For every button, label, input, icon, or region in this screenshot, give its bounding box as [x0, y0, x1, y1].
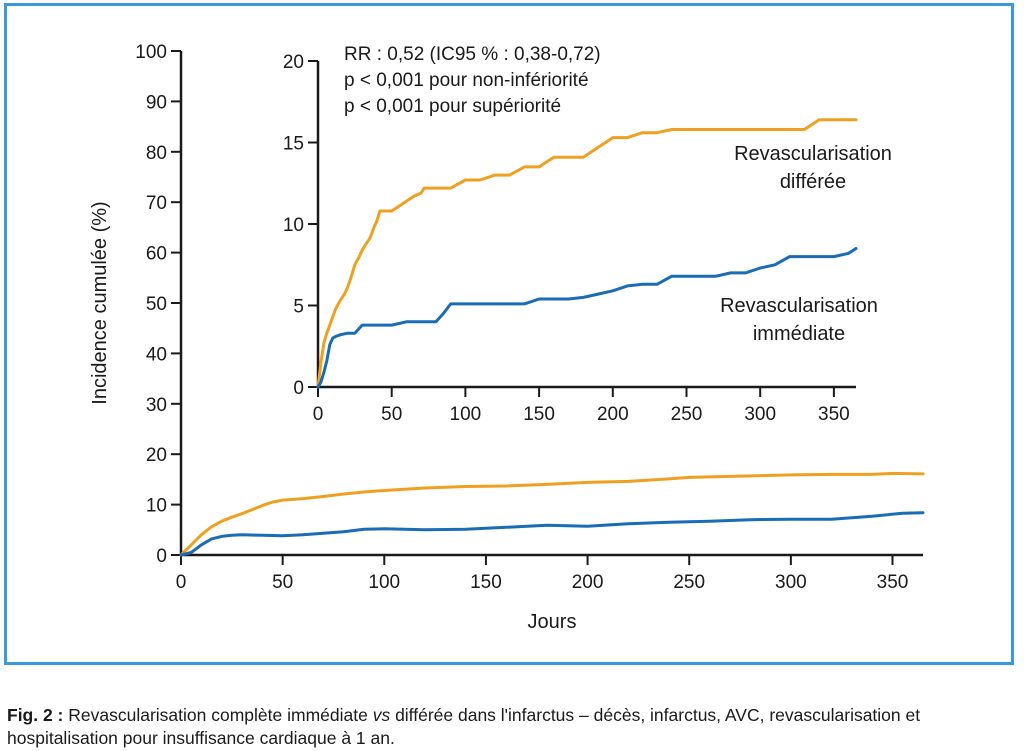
- caption-text-before: Revascularisation complète immédiate: [63, 705, 373, 725]
- caption-label: Fig. 2 :: [7, 705, 64, 725]
- main-y-tick-label: 20: [146, 445, 167, 466]
- main-y-tick-label: 60: [146, 244, 167, 265]
- main-y-tick-label: 0: [156, 546, 167, 567]
- inset-y-tick-label: 0: [293, 378, 304, 399]
- main-y-tick-label: 100: [135, 42, 167, 63]
- inset-x-tick-label: 100: [450, 404, 482, 425]
- main-y-tick-label: 40: [146, 344, 167, 365]
- inset-x-tick-label: 150: [523, 404, 555, 425]
- main-y-tick-label: 80: [146, 143, 167, 164]
- main-y-tick-label: 50: [146, 294, 167, 315]
- inset-x-tick-label: 300: [744, 404, 776, 425]
- inset-annotation: p < 0,001 pour supériorité: [344, 96, 561, 117]
- inset-annotation: RR : 0,52 (IC95 % : 0,38-0,72): [344, 44, 601, 65]
- inset-series-line-1: [316, 247, 858, 389]
- main-x-tick-label: 50: [272, 572, 293, 593]
- caption-text-after: différée dans l'infarctus – décès, infar…: [7, 705, 921, 748]
- inset-y-tick-label: 15: [283, 134, 304, 155]
- inset-series-label: Revascularisation: [720, 295, 878, 317]
- main-x-tick-label: 150: [470, 572, 502, 593]
- inset-y-tick-label: 5: [293, 297, 304, 318]
- main-x-tick-label: 300: [775, 572, 807, 593]
- inset-x-tick-label: 200: [597, 404, 629, 425]
- inset-series-label: Revascularisation: [734, 143, 892, 165]
- inset-series-label: immédiate: [753, 323, 845, 345]
- inset-series-label: différée: [780, 171, 846, 193]
- main-series-line-0: [179, 471, 925, 557]
- main-y-tick-label: 10: [146, 496, 167, 517]
- main-y-tick-label: 30: [146, 395, 167, 416]
- main-x-tick-label: 350: [877, 572, 909, 593]
- inset-series-line-0: [316, 118, 858, 389]
- main-y-tick-label: 90: [146, 92, 167, 113]
- figure-caption: Fig. 2 : Revascularisation complète immé…: [7, 704, 1017, 750]
- main-x-tick-label: 200: [572, 572, 604, 593]
- inset-y-tick-label: 20: [283, 52, 304, 73]
- main-x-tick-label: 250: [673, 572, 705, 593]
- main-series-line-1: [179, 511, 925, 557]
- inset-y-tick-label: 10: [283, 215, 304, 236]
- main-x-tick-label: 100: [368, 572, 400, 593]
- inset-x-tick-label: 250: [671, 404, 703, 425]
- inset-x-tick-label: 50: [381, 404, 402, 425]
- caption-vs: vs: [372, 705, 391, 725]
- inset-annotation: p < 0,001 pour non-infériorité: [344, 70, 589, 91]
- main-x-tick-label: 0: [176, 572, 187, 593]
- main-y-tick-label: 70: [146, 193, 167, 214]
- main-x-axis-title: Jours: [528, 611, 577, 633]
- main-y-axis-title: Incidence cumulée (%): [89, 201, 111, 404]
- inset-x-tick-label: 350: [818, 404, 850, 425]
- inset-x-tick-label: 0: [313, 404, 324, 425]
